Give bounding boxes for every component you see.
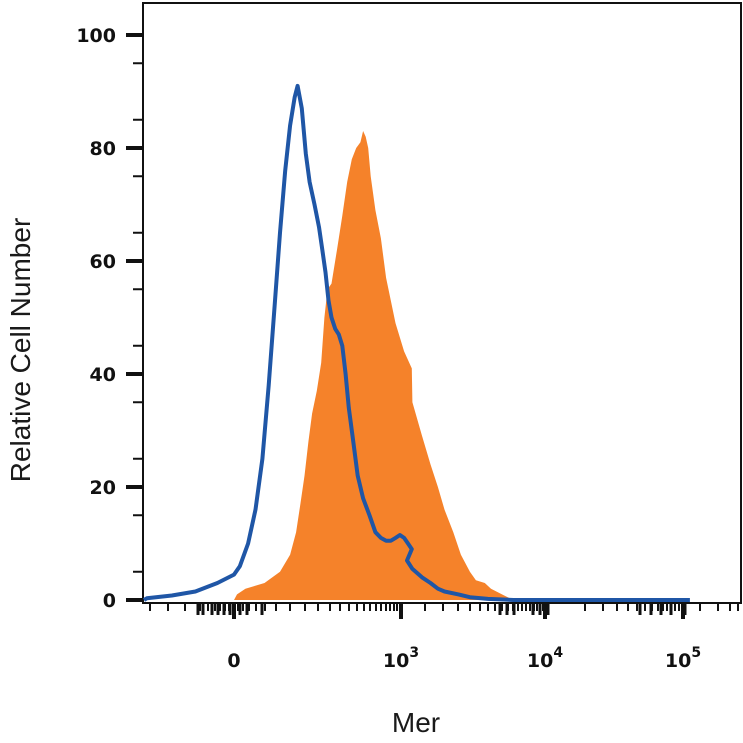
series-line-layer <box>142 83 690 602</box>
y-tick-label: 0 <box>103 590 116 612</box>
x-tick-exponent: 4 <box>553 645 563 661</box>
x-tick-label: 105 <box>665 645 701 672</box>
x-tick-label: 104 <box>527 645 563 672</box>
series-1-line <box>142 83 690 602</box>
y-axis: 0 20 40 60 80 100 <box>76 25 143 612</box>
x-tick-label: 103 <box>383 645 419 672</box>
x-tick-base: 10 <box>665 650 691 672</box>
x-tick-base: 10 <box>527 650 553 672</box>
series-0-area <box>234 131 514 600</box>
x-tick-label: 0 <box>227 650 240 672</box>
x-tick-exponent: 3 <box>409 645 419 661</box>
x-axis: 0 103 104 105 <box>149 603 739 672</box>
y-tick-label: 100 <box>76 25 116 47</box>
x-tick-base: 10 <box>383 650 409 672</box>
y-tick-label: 80 <box>90 138 116 160</box>
y-axis-title: Relative Cell Number <box>5 218 36 483</box>
x-tick-base: 0 <box>227 650 240 672</box>
y-tick-label: 60 <box>90 251 116 273</box>
y-tick-label: 40 <box>90 364 116 386</box>
y-tick-label: 20 <box>90 477 116 499</box>
series-filled-layer <box>234 131 514 600</box>
x-axis-title: Mer <box>392 707 440 738</box>
x-tick-exponent: 5 <box>691 645 701 661</box>
